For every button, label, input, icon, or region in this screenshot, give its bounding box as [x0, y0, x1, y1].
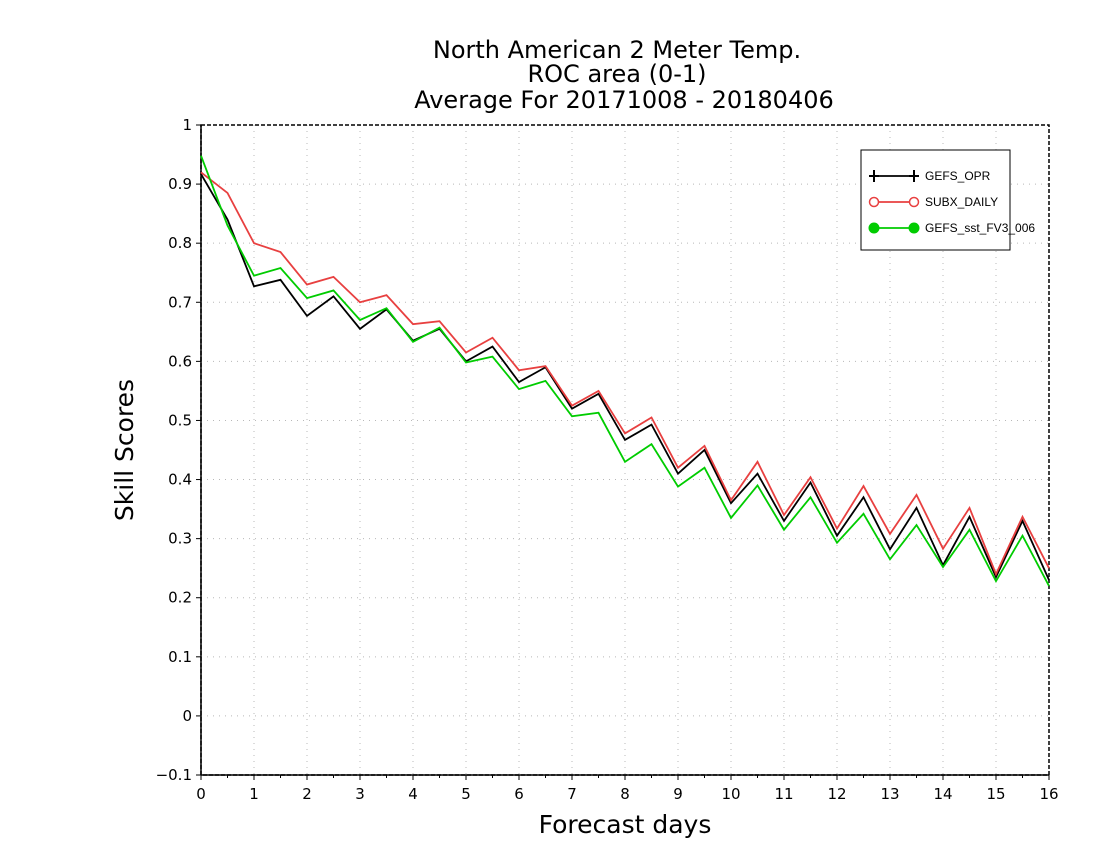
legend-marker-open-circle	[868, 196, 880, 208]
legend-label: SUBX_DAILY	[925, 195, 998, 209]
x-tick-label: 16	[1039, 785, 1058, 803]
x-tick-label: 10	[721, 785, 740, 803]
x-tick-label: 12	[827, 785, 846, 803]
x-axis-title: Forecast days	[539, 810, 712, 839]
x-tick-label: 9	[673, 785, 683, 803]
x-tick-label: 4	[408, 785, 418, 803]
legend-label: GEFS_OPR	[925, 169, 991, 183]
legend-marker-filled-circle	[868, 222, 880, 234]
y-tick-label: 0.8	[168, 234, 192, 252]
y-tick-label: 0.2	[168, 589, 192, 607]
x-tick-label: 14	[933, 785, 952, 803]
y-tick-label: 0.6	[168, 352, 192, 370]
x-tick-label: 0	[196, 785, 206, 803]
y-tick-label: −0.1	[156, 766, 192, 784]
y-axis-title: Skill Scores	[110, 379, 139, 521]
y-tick-label: 0.5	[168, 411, 192, 429]
legend-label: GEFS_sst_FV3_006	[925, 221, 1035, 235]
chart-title-line-1: North American 2 Meter Temp.	[433, 36, 801, 64]
y-tick-label: 0.9	[168, 175, 192, 193]
y-tick-label: 0.3	[168, 530, 192, 548]
x-tick-label: 15	[986, 785, 1005, 803]
series-layer	[200, 155, 1050, 587]
legend-box	[860, 149, 1011, 251]
x-tick-label: 1	[249, 785, 259, 803]
x-tick-label: 11	[774, 785, 793, 803]
x-axis-ticks: 0 1 2 3 4 5 6 7 8 9 10 11 12 13 14 15 16	[196, 775, 1059, 803]
y-tick-label: 0.4	[168, 471, 192, 489]
y-tick-label: 0.1	[168, 648, 192, 666]
chart-title-line-3: Average For 20171008 - 20180406	[414, 86, 834, 114]
y-axis-ticks: −0.1 0 0.1 0.2 0.3 0.4 0.5 0.6 0.7 0.8 0.9 1	[156, 116, 201, 784]
legend-marker-open-circle	[908, 196, 920, 208]
x-tick-label: 8	[620, 785, 630, 803]
x-tick-label: 7	[567, 785, 577, 803]
y-tick-label: 0	[182, 707, 192, 725]
x-tick-label: 3	[355, 785, 365, 803]
x-tick-label: 6	[514, 785, 524, 803]
chart-title-line-2: ROC area (0-1)	[527, 60, 706, 88]
legend-marker-filled-circle	[908, 222, 920, 234]
x-tick-label: 5	[461, 785, 471, 803]
y-tick-label: 1	[182, 116, 192, 134]
x-tick-label: 2	[302, 785, 312, 803]
x-tick-label: 13	[880, 785, 899, 803]
y-tick-label: 0.7	[168, 293, 192, 311]
legend: GEFS_OPR SUBX_DAILY GEFS_sst_FV3_006	[860, 149, 1035, 251]
